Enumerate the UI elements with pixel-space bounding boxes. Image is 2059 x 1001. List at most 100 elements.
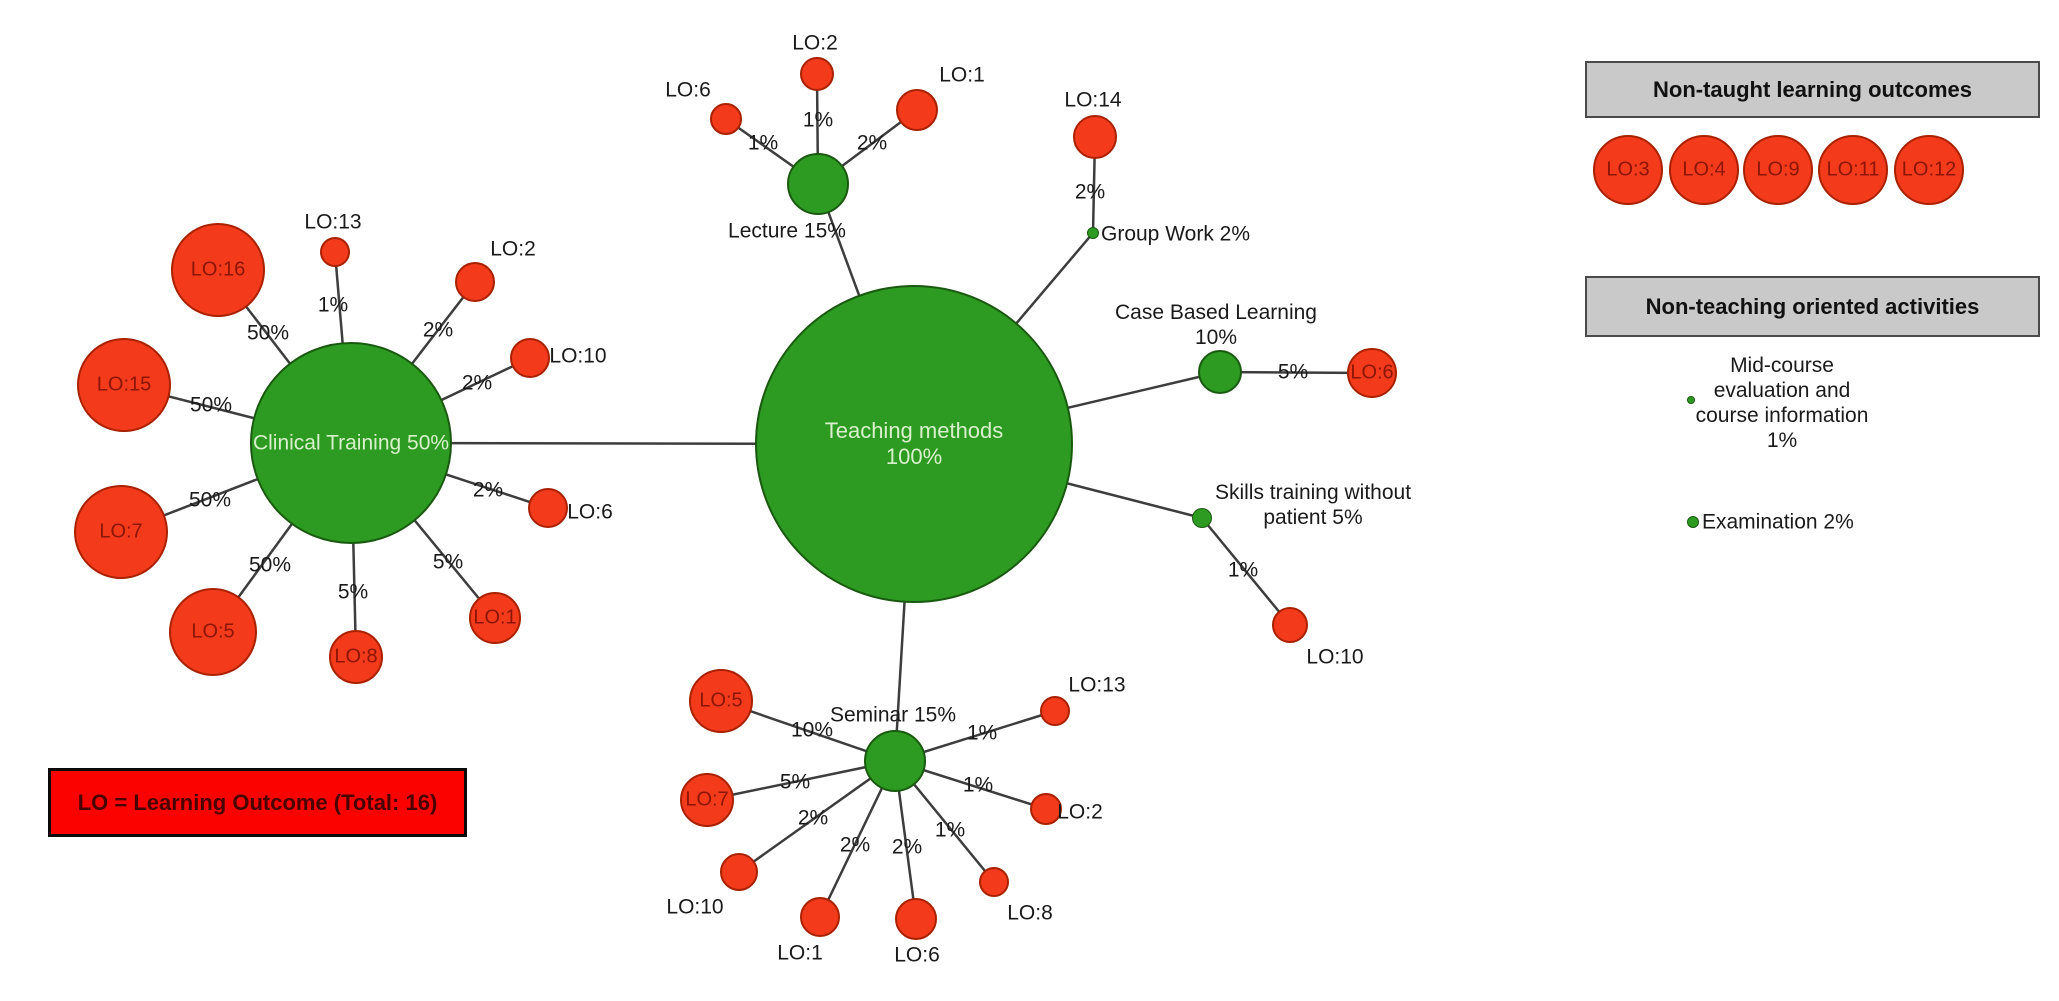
edge-percentage-label: 2% [891, 835, 923, 859]
outcome-label-lo-10: LO:10 [549, 344, 607, 368]
outcome-label-lo-10: LO:10 [666, 895, 724, 919]
outcome-label-lo-15: LO:15 [96, 373, 152, 396]
outcome-label-lo-14: LO:14 [1064, 88, 1122, 112]
outcome-node-seminar-15-lo-2 [1030, 793, 1062, 825]
edge-percentage-label: 10% [790, 718, 834, 742]
method-label-group-work-2: Group Work 2% [1101, 222, 1250, 246]
non-taught-header-box: Non-taught learning outcomes [1585, 61, 2040, 118]
outcome-node-group-work-2-lo-14 [1073, 115, 1117, 159]
method-label-case-based-learning-10: Case Based Learning 10% [1115, 301, 1317, 349]
outcome-node-clinical-training-50-lo-15 [77, 338, 171, 432]
edge-skills-training-without-patient-5-to-lo-10 [1201, 517, 1291, 626]
outcome-node-seminar-15-lo-5 [689, 669, 753, 733]
method-label-skills-training-without-patient-5: Skills training without patient 5% [1214, 481, 1412, 529]
edge-percentage-label: 1% [747, 131, 779, 155]
edge-percentage-label: 1% [317, 293, 349, 317]
edge-percentage-label: 2% [422, 318, 454, 342]
method-node-skills-training-without-patient-5 [1192, 508, 1212, 528]
outcome-label-lo-2: LO:2 [792, 31, 838, 55]
outcome-label-lo-10: LO:10 [1306, 645, 1364, 669]
edge-percentage-label: 5% [779, 770, 811, 794]
activity-dot-mid-course [1687, 396, 1695, 404]
edge-percentage-label: 2% [461, 371, 493, 395]
method-node-lecture-15 [787, 153, 849, 215]
outcome-label-lo-1: LO:1 [473, 606, 517, 629]
edge-percentage-label: 50% [189, 393, 233, 417]
outcome-node-lecture-15-lo-2 [800, 57, 834, 91]
outcome-label-lo-13: LO:13 [1068, 673, 1126, 697]
outcome-node-seminar-15-lo-10 [720, 853, 758, 891]
outcome-label-lo-6: LO:6 [894, 943, 940, 967]
edge-seminar-15-to-lo-7 [706, 759, 896, 802]
outcome-label-lo-1: LO:1 [939, 63, 985, 87]
edge-seminar-15-to-lo-10 [738, 759, 896, 874]
edge-percentage-label: 1% [802, 108, 834, 132]
outcome-node-seminar-15-lo-7 [680, 773, 734, 827]
edge-percentage-label: 1% [1227, 558, 1259, 582]
edge-percentage-label: 5% [337, 580, 369, 604]
non-taught-label-lo-11: LO:11 [1826, 158, 1880, 181]
non-taught-node-lo-9 [1743, 135, 1813, 205]
outcome-label-lo-16: LO:16 [190, 258, 246, 281]
edge-percentage-label: 1% [962, 773, 994, 797]
activity-label-mid-course: Mid-course evaluation and course informa… [1695, 354, 1869, 452]
non-taught-label-lo-4: LO:4 [1682, 158, 1726, 181]
method-node-case-based-learning-10 [1198, 350, 1242, 394]
activity-label-examination-2: Examination 2% [1702, 510, 1854, 534]
method-node-seminar-15 [864, 730, 926, 792]
outcome-label-lo-6: LO:6 [1350, 361, 1394, 384]
non-taught-node-lo-11 [1818, 135, 1888, 205]
outcome-label-lo-13: LO:13 [304, 210, 362, 234]
edge-percentage-label: 1% [934, 818, 966, 842]
non-taught-node-lo-3 [1593, 135, 1663, 205]
method-label-lecture-15: Lecture 15% [728, 219, 846, 243]
edge-percentage-label: 5% [1277, 360, 1309, 384]
outcome-node-skills-training-without-patient-5-lo-10 [1272, 607, 1308, 643]
edge-percentage-label: 5% [432, 550, 464, 574]
edge-percentage-label: 50% [188, 488, 232, 512]
edge-percentage-label: 2% [797, 806, 829, 830]
outcome-node-clinical-training-50-lo-8 [329, 630, 383, 684]
edge-percentage-label: 50% [248, 553, 292, 577]
outcome-node-clinical-training-50-lo-13 [320, 237, 350, 267]
method-node-clinical-training-50 [250, 342, 452, 544]
edge-percentage-label: 2% [472, 478, 504, 502]
edge-case-based-learning-10-to-lo-6 [1219, 370, 1373, 375]
edge-percentage-label: 50% [246, 321, 290, 345]
outcome-label-lo-5: LO:5 [699, 689, 743, 712]
activity-dot-examination-2 [1687, 516, 1699, 528]
edge-percentage-label: 2% [839, 833, 871, 857]
legend-label: LO = Learning Outcome (Total: 16) [77, 789, 438, 815]
method-label-clinical-training-50: Clinical Training 50% [252, 431, 450, 455]
outcome-label-lo-6: LO:6 [665, 78, 711, 102]
outcome-node-clinical-training-50-lo-5 [169, 588, 257, 676]
outcome-label-lo-1: LO:1 [777, 941, 823, 965]
outcome-node-clinical-training-50-lo-10 [510, 338, 550, 378]
outcome-label-lo-7: LO:7 [99, 520, 143, 543]
outcome-node-seminar-15-lo-8 [979, 867, 1009, 897]
outcome-label-lo-6: LO:6 [567, 500, 613, 524]
outcome-label-lo-8: LO:8 [334, 645, 378, 668]
non-taught-label-lo-9: LO:9 [1756, 158, 1800, 181]
outcome-node-lecture-15-lo-1 [896, 89, 938, 131]
non-teaching-title: Non-teaching oriented activities [1645, 293, 1980, 319]
method-node-group-work-2 [1087, 227, 1099, 239]
non-taught-node-lo-12 [1894, 135, 1964, 205]
edge-percentage-label: 1% [966, 721, 998, 745]
outcome-node-clinical-training-50-lo-6 [528, 488, 568, 528]
outcome-node-clinical-training-50-lo-2 [455, 262, 495, 302]
outcome-node-clinical-training-50-lo-7 [74, 485, 168, 579]
legend-box: LO = Learning Outcome (Total: 16) [48, 768, 467, 837]
outcome-node-lecture-15-lo-6 [710, 103, 742, 135]
outcome-label-lo-8: LO:8 [1007, 901, 1053, 925]
non-taught-label-lo-3: LO:3 [1606, 158, 1650, 181]
teaching-methods-label: Teaching methods 100% [824, 418, 1004, 469]
outcome-label-lo-7: LO:7 [685, 788, 729, 811]
edge-percentage-label: 2% [856, 131, 888, 155]
outcome-label-lo-2: LO:2 [1057, 800, 1103, 824]
outcome-label-lo-5: LO:5 [191, 620, 235, 643]
outcome-node-case-based-learning-10-lo-6 [1347, 348, 1397, 398]
outcome-node-clinical-training-50-lo-16 [171, 223, 265, 317]
non-taught-node-lo-4 [1669, 135, 1739, 205]
